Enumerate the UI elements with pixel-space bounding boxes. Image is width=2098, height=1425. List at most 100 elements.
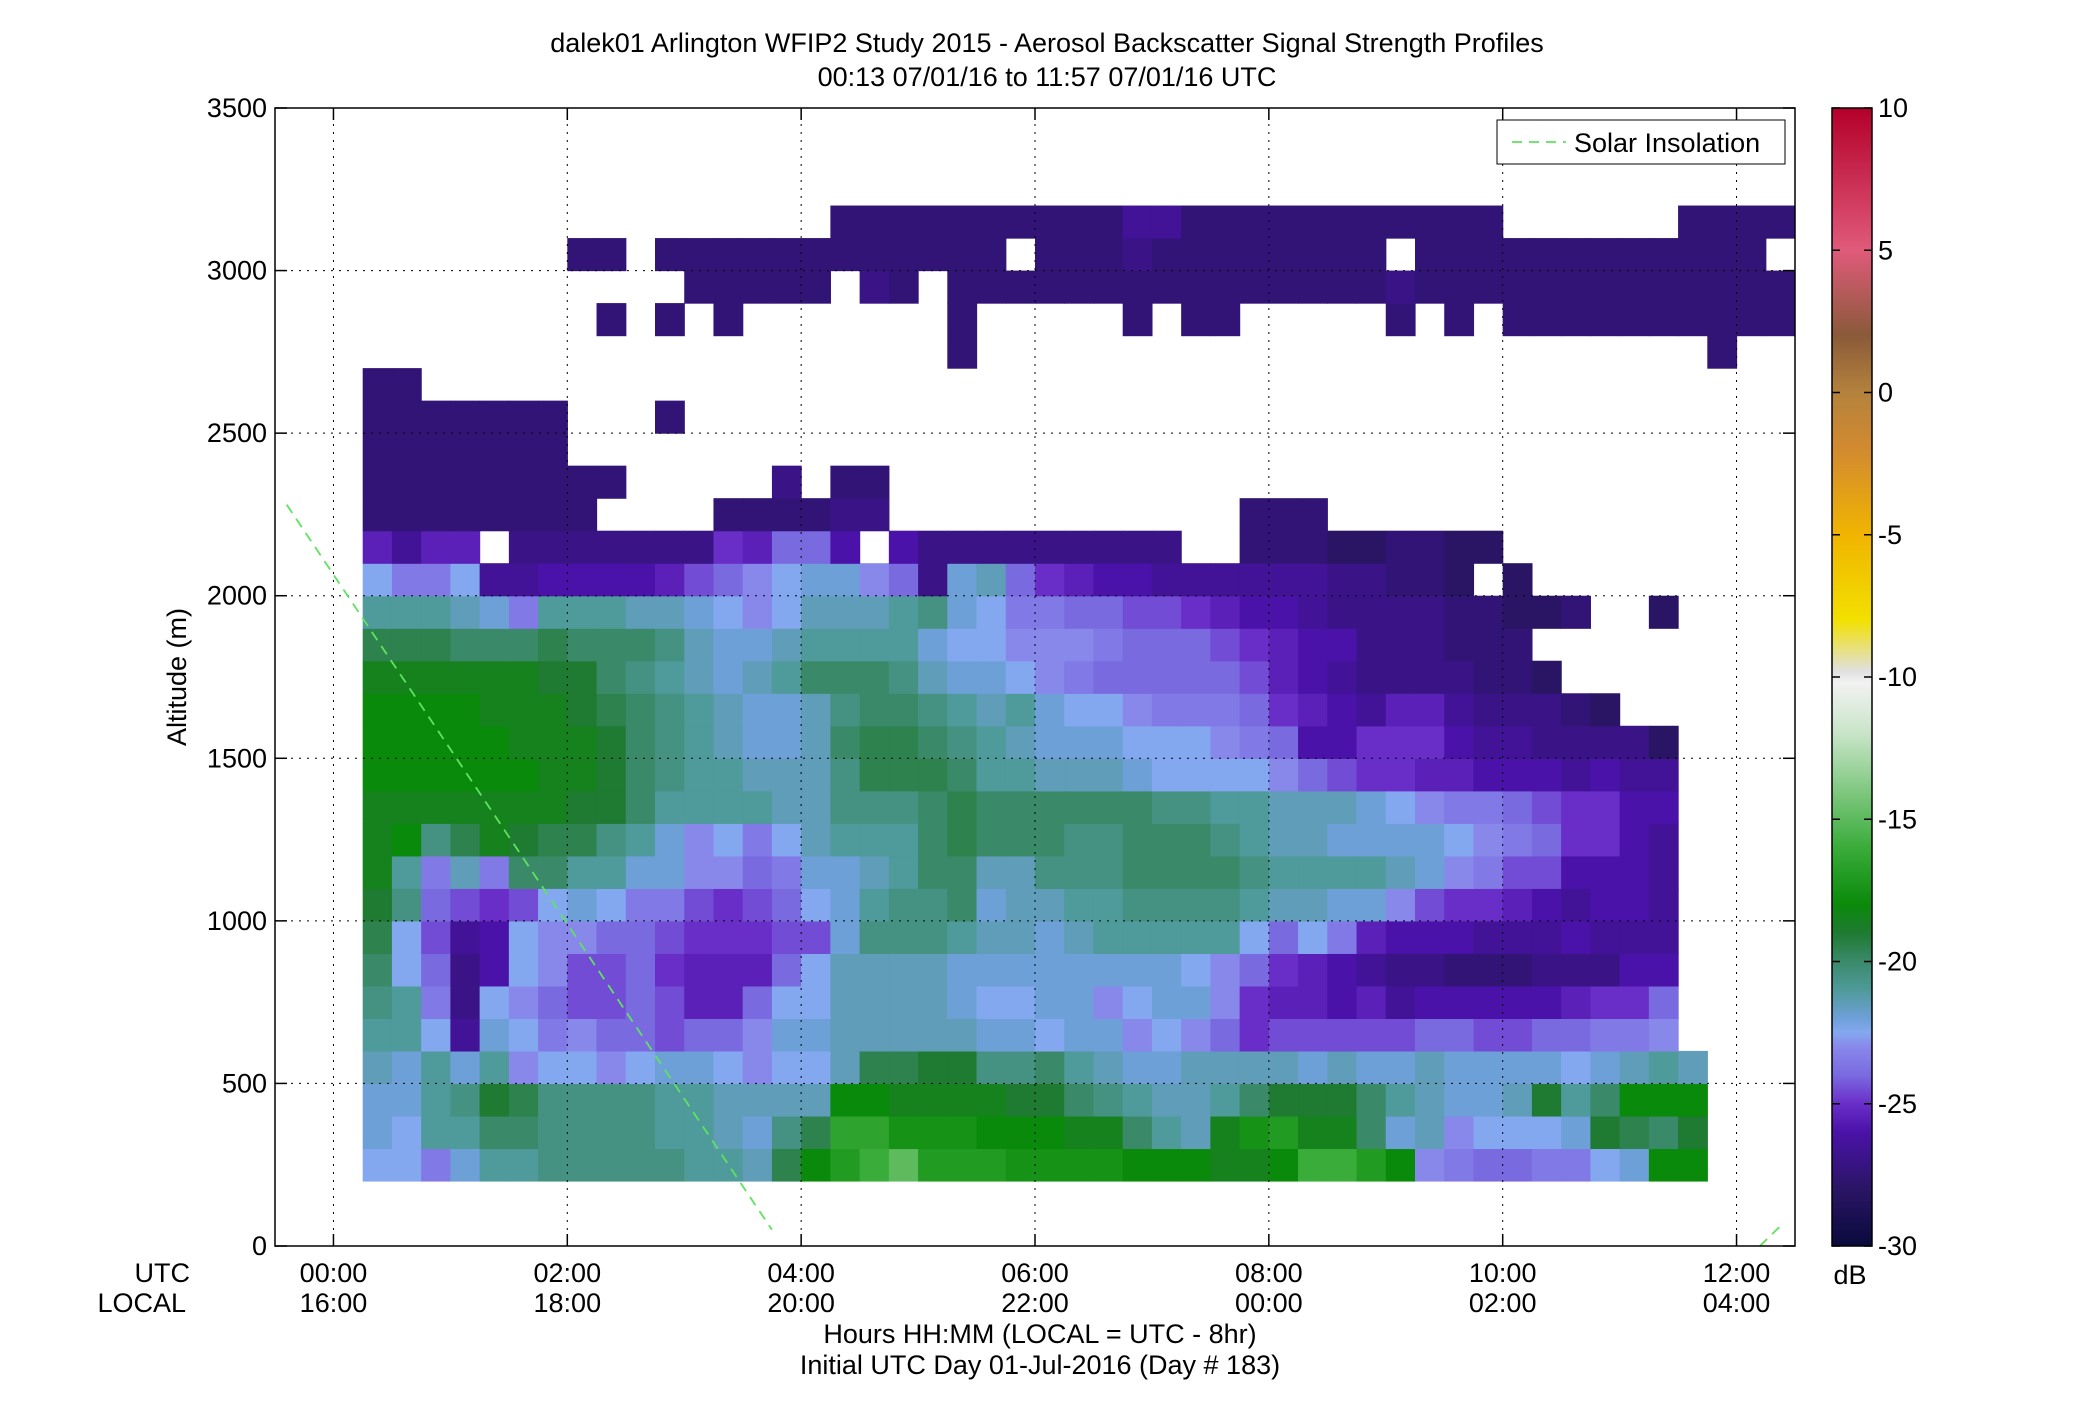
- heatmap-cell: [1181, 693, 1211, 727]
- heatmap-cell: [1035, 238, 1065, 272]
- heatmap-cell: [391, 563, 422, 597]
- heatmap-cell: [742, 693, 773, 727]
- heatmap-cell: [538, 725, 568, 759]
- heatmap-cell: [1736, 205, 1767, 239]
- heatmap-cell: [538, 1050, 568, 1085]
- heatmap-cell: [742, 758, 773, 792]
- heatmap-cell: [1473, 855, 1504, 889]
- heatmap-cell: [713, 628, 744, 662]
- heatmap-cell: [421, 758, 451, 792]
- heatmap-cell: [1590, 823, 1621, 857]
- heatmap-cell: [421, 465, 451, 499]
- heatmap-cell: [479, 1148, 510, 1182]
- heatmap-cell: [362, 855, 393, 889]
- heatmap-cell: [421, 855, 451, 889]
- heatmap-cell: [713, 595, 744, 629]
- heatmap-cell: [1385, 920, 1416, 954]
- heatmap-cell: [1473, 238, 1504, 272]
- heatmap-cell: [976, 823, 1007, 857]
- heatmap-cell: [362, 1115, 393, 1150]
- heatmap-cell: [1415, 953, 1445, 987]
- heatmap-cell: [391, 920, 422, 954]
- heatmap-cell: [1268, 888, 1299, 922]
- heatmap-cell: [976, 790, 1007, 824]
- heatmap-cell: [391, 1115, 422, 1150]
- heatmap-cell: [684, 758, 715, 792]
- colorbar-tick-label: -15: [1878, 804, 1917, 834]
- heatmap-cell: [596, 465, 627, 499]
- heatmap-cell: [1268, 238, 1299, 272]
- heatmap-cell: [567, 1018, 598, 1052]
- heatmap-cell: [1298, 498, 1328, 532]
- heatmap-cell: [1444, 855, 1475, 889]
- heatmap-cell: [362, 758, 393, 792]
- heatmap-cell: [1561, 888, 1591, 922]
- heatmap-cell: [859, 693, 890, 727]
- heatmap-cell: [888, 823, 919, 857]
- heatmap-cell: [684, 270, 715, 304]
- heatmap-cell: [1298, 1050, 1328, 1085]
- heatmap-cell: [1502, 888, 1533, 922]
- heatmap-cell: [625, 628, 656, 662]
- heatmap-cell: [625, 595, 656, 629]
- heatmap-cell: [1648, 985, 1679, 1019]
- heatmap-cell: [1064, 758, 1095, 792]
- heatmap-cell: [1239, 563, 1270, 597]
- heatmap-cell: [1093, 205, 1124, 239]
- heatmap-cell: [830, 563, 861, 597]
- heatmap-cell: [538, 530, 568, 564]
- heatmap-cell: [538, 660, 568, 694]
- heatmap-cell: [1268, 628, 1299, 662]
- heatmap-cell: [742, 660, 773, 694]
- heatmap-cell: [1181, 238, 1211, 272]
- heatmap-cell: [859, 1083, 890, 1117]
- heatmap-cell: [1268, 1148, 1299, 1182]
- heatmap-cell: [1005, 1050, 1036, 1085]
- heatmap-cell: [888, 628, 919, 662]
- heatmap-cell: [1181, 725, 1211, 759]
- legend-entry-solar-insolation: Solar Insolation: [1574, 128, 1760, 158]
- heatmap-cell: [1561, 1083, 1591, 1117]
- heatmap-cell: [625, 660, 656, 694]
- heatmap-cell: [1619, 823, 1650, 857]
- heatmap-cell: [1151, 238, 1182, 272]
- heatmap-cell: [567, 595, 598, 629]
- x-tick-label-utc: 08:00: [1235, 1258, 1303, 1288]
- heatmap-cell: [1268, 855, 1299, 889]
- heatmap-cell: [538, 400, 568, 434]
- heatmap-cell: [1181, 888, 1211, 922]
- heatmap-cell: [1035, 1083, 1065, 1117]
- heatmap-cell: [1298, 660, 1328, 694]
- heatmap-cell: [479, 790, 510, 824]
- heatmap-cell: [830, 920, 861, 954]
- heatmap-cell: [450, 595, 481, 629]
- heatmap-cell: [1298, 985, 1328, 1019]
- heatmap-cell: [918, 205, 948, 239]
- heatmap-cell: [1151, 660, 1182, 694]
- heatmap-cell: [1035, 205, 1065, 239]
- heatmap-cell: [1561, 953, 1591, 987]
- heatmap-cell: [391, 985, 422, 1019]
- heatmap-cell: [771, 1050, 802, 1085]
- heatmap-cell: [479, 660, 510, 694]
- heatmap-cell: [479, 953, 510, 987]
- heatmap-cell: [713, 790, 744, 824]
- heatmap-cell: [567, 953, 598, 987]
- heatmap-cell: [450, 823, 481, 857]
- heatmap-cell: [1093, 790, 1124, 824]
- heatmap-cell: [1093, 1083, 1124, 1117]
- heatmap-cell: [450, 985, 481, 1019]
- heatmap-cell: [801, 823, 831, 857]
- heatmap-cell: [1356, 855, 1387, 889]
- heatmap-cell: [1093, 1050, 1124, 1085]
- heatmap-cell: [1093, 953, 1124, 987]
- heatmap-cell: [1181, 660, 1211, 694]
- heatmap-cell: [655, 660, 685, 694]
- heatmap-cell: [1181, 628, 1211, 662]
- heatmap-cell: [1005, 758, 1036, 792]
- heatmap-cell: [1590, 1115, 1621, 1150]
- heatmap-cell: [1444, 920, 1475, 954]
- heatmap-cell: [1064, 563, 1095, 597]
- heatmap-cell: [1239, 595, 1270, 629]
- heatmap-cell: [1035, 628, 1065, 662]
